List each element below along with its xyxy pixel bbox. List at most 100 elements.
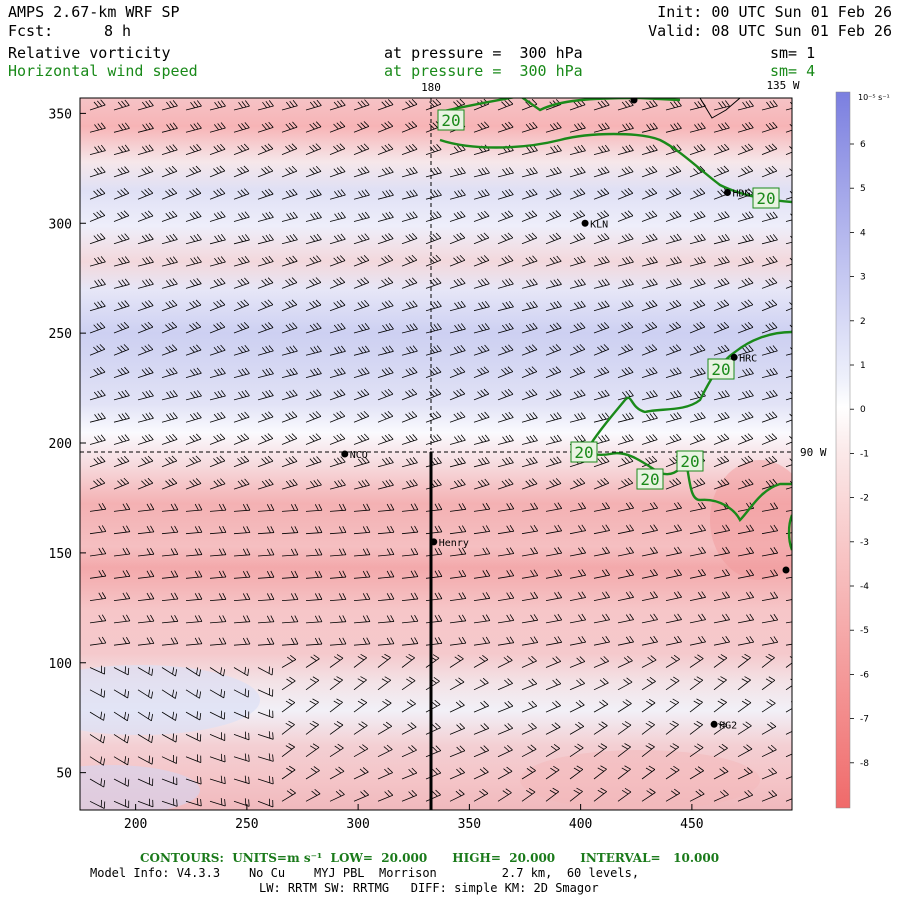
wind-barb (569, 656, 586, 668)
wind-barb (737, 367, 754, 378)
wind-barb (353, 548, 371, 557)
meridian-label: 135 W (766, 79, 799, 92)
wind-barb (545, 569, 563, 579)
wind-barb (89, 278, 106, 289)
wind-barb (641, 677, 656, 691)
wind-barb (185, 188, 202, 200)
wind-barb (737, 256, 754, 267)
wind-barb (449, 767, 465, 780)
wind-barb (497, 300, 514, 312)
wind-barb (641, 698, 656, 713)
wind-barb (377, 744, 393, 758)
wind-barb (449, 569, 467, 579)
wind-barb (257, 666, 274, 676)
wind-barb (497, 766, 513, 780)
wind-barb (113, 321, 130, 334)
wind-barb (161, 100, 178, 111)
wind-barb (449, 189, 466, 200)
wind-barb (761, 389, 778, 401)
wind-barb (161, 503, 179, 512)
wind-barb (641, 256, 658, 267)
wind-barb (593, 591, 611, 601)
wind-barb (425, 745, 442, 758)
wind-barb (377, 345, 394, 356)
wind-barb (305, 593, 323, 601)
wind-barb (569, 502, 587, 512)
wind-barb (473, 677, 489, 691)
wind-barb (353, 277, 370, 289)
wind-barb (257, 570, 275, 579)
wind-barb (209, 234, 226, 245)
wind-barb (281, 615, 299, 624)
wind-barb (329, 389, 346, 401)
wind-barb (353, 255, 370, 267)
wind-barb (641, 655, 657, 668)
wind-barb (617, 321, 634, 334)
wind-barb (257, 100, 274, 111)
colorbar-tick-label: 4 (860, 228, 866, 238)
wind-barb (713, 165, 730, 178)
wind-barb (209, 478, 226, 490)
wind-barb (569, 188, 586, 200)
wind-barb (209, 390, 226, 401)
wind-barb (401, 767, 418, 780)
wind-barb (665, 187, 682, 200)
wind-barb (305, 526, 323, 535)
wind-barb (689, 591, 706, 601)
wind-barb (89, 711, 106, 721)
wind-barb (497, 98, 514, 111)
wind-barb (785, 123, 792, 133)
wind-barb (113, 389, 130, 401)
wind-barb (545, 591, 563, 601)
wind-barb (257, 345, 274, 356)
wind-barb (521, 678, 538, 691)
wind-barb (569, 122, 586, 133)
wind-barb (281, 570, 299, 579)
wind-barb (161, 165, 178, 178)
wind-barb (449, 300, 466, 312)
wind-barb (569, 787, 583, 802)
wind-barb (761, 636, 779, 646)
svg-text:20: 20 (711, 360, 730, 379)
wind-barb (569, 613, 587, 624)
wind-barb (209, 143, 226, 155)
wind-barb (785, 391, 792, 401)
wind-barb (569, 591, 587, 601)
wind-barb (473, 700, 489, 713)
wind-barb (665, 367, 682, 378)
wind-barb (401, 745, 417, 758)
wind-barb (89, 614, 107, 624)
wind-barb (233, 731, 250, 741)
contour-label: 20 (636, 468, 664, 490)
wind-barb (185, 390, 202, 401)
wind-barb (425, 767, 442, 780)
wind-barb (761, 121, 778, 133)
wind-barb (257, 548, 275, 557)
wind-barb (761, 721, 777, 735)
wind-barb (257, 367, 274, 378)
wind-barb (401, 121, 418, 133)
wind-barb (785, 724, 792, 735)
wind-barb (329, 503, 347, 512)
wind-barb (473, 655, 489, 668)
wind-barb (737, 546, 755, 557)
contour-info: CONTOURS: UNITS=m s⁻¹ LOW= 20.000 HIGH= … (140, 851, 720, 865)
wind-barb (257, 731, 274, 740)
wind-barb (593, 546, 611, 557)
wind-barb (641, 591, 658, 601)
wind-barb (737, 744, 753, 758)
wind-barb (761, 433, 778, 445)
wind-barb (521, 144, 538, 155)
wind-barb (377, 211, 394, 222)
wind-barb (593, 743, 608, 758)
wind-contour (787, 514, 792, 551)
wind-barb (665, 765, 680, 780)
wind-barb (425, 614, 443, 624)
model-title: AMPS 2.67-km WRF SP (8, 3, 180, 21)
wind-barb (161, 455, 178, 468)
wind-barb (737, 277, 754, 289)
wind-barb (89, 477, 106, 490)
wind-barb (281, 322, 298, 334)
wind-barb (377, 121, 394, 133)
wind-barb (785, 347, 792, 356)
